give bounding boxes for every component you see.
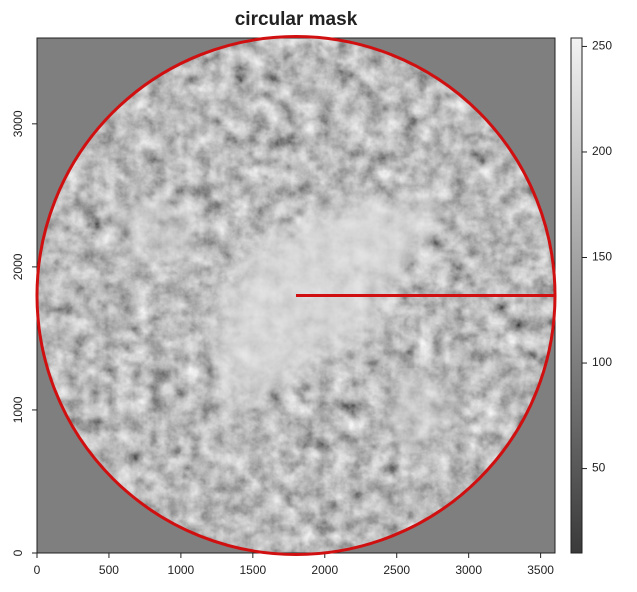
- colorbar-tick-label: 150: [592, 250, 612, 264]
- x-tick-label: 3500: [527, 563, 554, 577]
- x-tick-label: 3000: [455, 563, 482, 577]
- x-tick-label: 500: [99, 563, 119, 577]
- colorbar-tick-label: 100: [592, 355, 612, 369]
- sky-patch: [120, 195, 200, 265]
- x-tick-label: 2000: [311, 563, 338, 577]
- colorbar-tick-label: 250: [592, 39, 612, 53]
- chart-title: circular mask: [235, 9, 358, 30]
- x-tick-label: 2500: [383, 563, 410, 577]
- x-tick-label: 1000: [168, 563, 195, 577]
- colorbar-tick-label: 50: [592, 461, 606, 475]
- sky-patch: [380, 375, 460, 445]
- y-tick-label: 0: [11, 549, 25, 556]
- chart: circular mask 05001000150020002500300035…: [0, 0, 637, 587]
- x-tick-label: 1500: [239, 563, 266, 577]
- y-tick-label: 3000: [11, 110, 25, 137]
- colorbar-tick-label: 200: [592, 144, 612, 158]
- y-tick-label: 1000: [11, 396, 25, 423]
- colorbar: [571, 38, 582, 553]
- x-tick-label: 0: [34, 563, 41, 577]
- y-tick-label: 2000: [11, 253, 25, 280]
